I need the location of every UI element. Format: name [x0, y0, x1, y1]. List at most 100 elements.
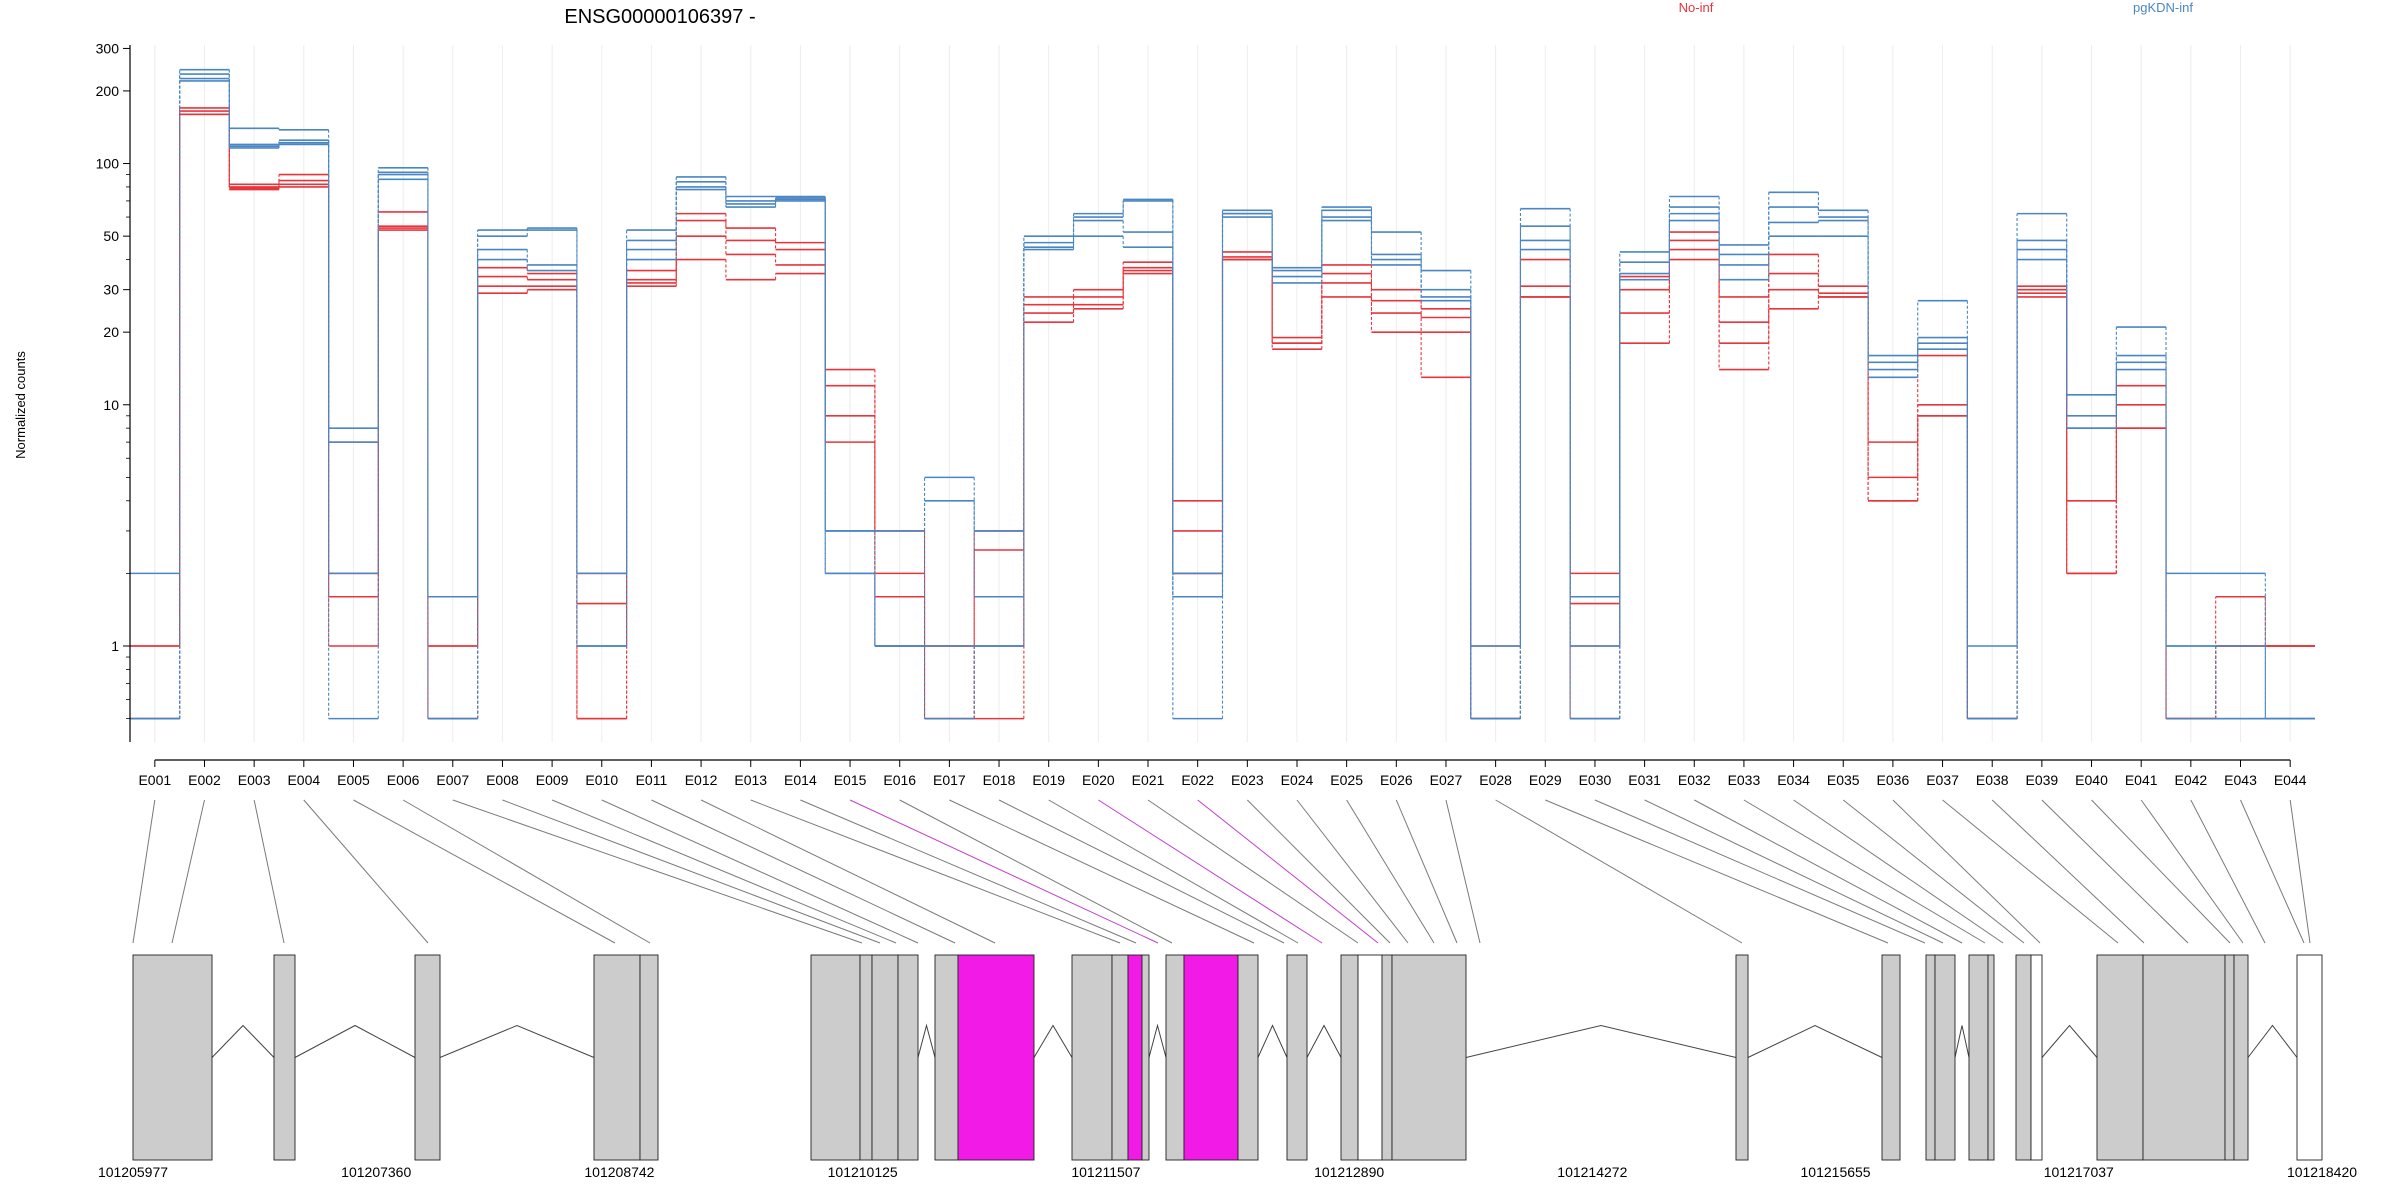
x-tick-label-e026: E026	[1380, 772, 1413, 788]
x-tick-label-e044: E044	[2274, 772, 2307, 788]
connector-e020	[1098, 799, 1323, 944]
connector-e014	[800, 799, 1137, 944]
x-tick-label-e006: E006	[387, 772, 420, 788]
gene-model: 101205977 101207360 101208742 101210125 1012…	[98, 954, 2357, 1180]
connector-e033	[1743, 799, 1986, 944]
x-tick-label-e037: E037	[1926, 772, 1959, 788]
highlighted-exon-region	[1127, 954, 1143, 1161]
exon-region	[2030, 954, 2043, 1161]
x-tick-label-e014: E014	[784, 772, 817, 788]
connector-e010	[601, 799, 919, 944]
x-tick-label-e008: E008	[486, 772, 519, 788]
highlighted-exon-region	[957, 954, 1035, 1161]
coordinate-label: 101208742	[584, 1164, 654, 1180]
y-tick-label: 10	[103, 397, 119, 413]
exon-region	[1391, 954, 1467, 1161]
y-tick-label: 1	[111, 638, 119, 654]
x-tick-label-e002: E002	[188, 772, 221, 788]
exon-region	[1111, 954, 1129, 1161]
x-tick-label-e013: E013	[734, 772, 767, 788]
coordinate-label: 101214272	[1557, 1164, 1627, 1180]
connector-e038	[1991, 799, 2145, 944]
exon-region	[1934, 954, 1956, 1161]
connector-e034	[1793, 799, 2004, 944]
intron-connector	[294, 1024, 416, 1058]
x-tick-label-e025: E025	[1330, 772, 1363, 788]
connector-e032	[1694, 799, 1963, 944]
coordinate-label: 101210125	[828, 1164, 898, 1180]
connector-e022	[1197, 799, 1379, 944]
exon-connectors	[132, 799, 2311, 944]
exon-region	[639, 954, 659, 1161]
y-tick-label: 30	[103, 282, 119, 298]
highlighted-exon-region	[1183, 954, 1239, 1161]
intron-connector	[2041, 1024, 2098, 1058]
x-tick-label-e033: E033	[1728, 772, 1761, 788]
exon-region	[1237, 954, 1259, 1161]
exon-region	[1286, 954, 1308, 1161]
x-tick-label-e039: E039	[2026, 772, 2059, 788]
connector-e023	[1246, 799, 1391, 944]
legend-pgkdn-inf: pgKDN-inf	[2133, 0, 2193, 15]
connector-e017	[949, 799, 1255, 944]
connector-e007	[452, 799, 863, 944]
x-tick-label-e017: E017	[933, 772, 966, 788]
coordinate-label: 101205977	[98, 1164, 168, 1180]
exon-region	[132, 954, 213, 1161]
exon-region	[1968, 954, 1989, 1161]
series-pgkdn-inf-8	[130, 80, 2315, 720]
coordinate-label: 101218420	[2287, 1164, 2357, 1180]
x-tick-label-e007: E007	[436, 772, 469, 788]
x-tick-label-e038: E038	[1976, 772, 2009, 788]
connector-e024	[1296, 799, 1409, 944]
connector-e036	[1892, 799, 2041, 944]
coordinate-label: 101217037	[2044, 1164, 2114, 1180]
connector-e030	[1594, 799, 1926, 944]
exon-region	[1165, 954, 1185, 1161]
connector-e026	[1395, 799, 1458, 944]
exon-region	[2224, 954, 2235, 1161]
connector-e029	[1545, 799, 1889, 944]
connector-e016	[899, 799, 1173, 944]
intron-connector	[1306, 1024, 1342, 1058]
x-tick-label-e031: E031	[1628, 772, 1661, 788]
series-lines	[130, 68, 2315, 720]
x-tick-label-e021: E021	[1132, 772, 1165, 788]
connector-e011	[651, 799, 956, 944]
exon-region	[593, 954, 641, 1161]
connector-e039	[2041, 799, 2189, 944]
x-tick-label-e043: E043	[2224, 772, 2257, 788]
intron-connector	[917, 1023, 936, 1058]
intron-connector	[439, 1024, 595, 1058]
y-tick-label: 100	[96, 156, 120, 172]
exon-region	[2015, 954, 2032, 1161]
x-tick-label-e001: E001	[138, 772, 171, 788]
coordinate-label: 101215655	[1801, 1164, 1871, 1180]
x-tick-label-e022: E022	[1181, 772, 1214, 788]
x-tick-label-e016: E016	[883, 772, 916, 788]
x-tick-label-e019: E019	[1032, 772, 1065, 788]
exon-region	[1071, 954, 1113, 1161]
x-tick-label-e018: E018	[983, 772, 1016, 788]
x-tick-label-e024: E024	[1281, 772, 1314, 788]
intron-connector	[1954, 1025, 1970, 1058]
connector-e021	[1147, 799, 1359, 944]
x-tick-label-e010: E010	[585, 772, 618, 788]
x-tick-label-e011: E011	[636, 772, 668, 788]
intron-connector	[1257, 1024, 1288, 1058]
exon-region	[1381, 954, 1393, 1161]
exon-region	[1735, 954, 1749, 1161]
connector-e005	[353, 799, 616, 944]
intron-connector	[1747, 1024, 1883, 1058]
intron-connector	[1465, 1024, 1737, 1058]
exon-region	[1881, 954, 1901, 1161]
exon-region	[934, 954, 959, 1161]
x-tick-label-e032: E032	[1678, 772, 1711, 788]
vertical-grid	[154, 45, 2291, 742]
connector-e012	[700, 799, 996, 944]
connector-e006	[402, 799, 651, 944]
connector-e025	[1346, 799, 1435, 944]
connector-e044	[2289, 799, 2311, 944]
exon-region	[2142, 954, 2226, 1161]
chart-title: ENSG00000106397 -	[564, 6, 755, 28]
